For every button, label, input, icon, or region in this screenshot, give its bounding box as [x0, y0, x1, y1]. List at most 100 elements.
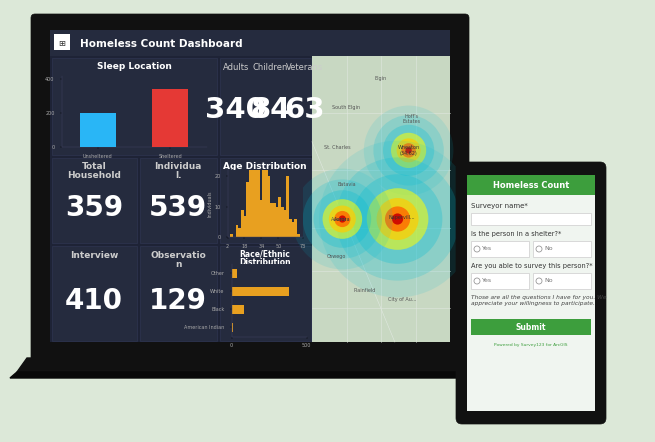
Text: Submit: Submit	[515, 323, 546, 332]
Text: Plainfield: Plainfield	[353, 288, 375, 293]
Text: Is the person in a shelter?*: Is the person in a shelter?*	[471, 231, 561, 237]
Text: Yes: Yes	[482, 278, 492, 283]
Bar	[152, 89, 189, 147]
Circle shape	[339, 215, 346, 223]
Circle shape	[383, 125, 434, 176]
Text: Total: Total	[82, 162, 106, 171]
Y-axis label: Individuals: Individuals	[208, 190, 213, 217]
Text: Yes: Yes	[482, 247, 492, 251]
Text: Powered by Survey123 for ArcGIS: Powered by Survey123 for ArcGIS	[495, 343, 568, 347]
Text: City of Au...: City of Au...	[388, 297, 416, 301]
Bar	[50, 30, 450, 342]
Text: 410: 410	[65, 287, 123, 316]
Bar	[52, 246, 136, 340]
Text: 340: 340	[206, 96, 267, 124]
Circle shape	[391, 133, 426, 168]
Circle shape	[329, 206, 356, 232]
Text: Oswego: Oswego	[327, 254, 346, 259]
Circle shape	[353, 174, 442, 264]
Text: Aurora: Aurora	[331, 217, 348, 221]
Bar	[268, 176, 271, 237]
Bar	[262, 139, 265, 237]
Bar	[140, 158, 217, 243]
Circle shape	[373, 115, 444, 186]
Bar	[265, 145, 268, 237]
Text: Sleep Location: Sleep Location	[96, 62, 172, 71]
Bar	[50, 30, 450, 56]
Text: l.: l.	[175, 171, 181, 180]
Text: Adults: Adults	[223, 63, 249, 72]
Text: ⊞: ⊞	[58, 38, 66, 47]
Bar	[291, 222, 295, 237]
Bar	[471, 319, 591, 335]
Bar	[236, 225, 238, 237]
Polygon shape	[10, 372, 490, 378]
Text: Children: Children	[253, 63, 288, 72]
FancyBboxPatch shape	[31, 14, 469, 362]
Text: Wheaton
(34,62): Wheaton (34,62)	[398, 145, 420, 156]
Circle shape	[292, 168, 393, 270]
Bar	[295, 219, 297, 237]
Text: Those are all the questions I have for you. We
appreciate your willingness to pa: Those are all the questions I have for y…	[471, 295, 607, 306]
Bar	[276, 206, 278, 237]
Bar	[259, 200, 262, 237]
Circle shape	[392, 213, 403, 225]
Bar	[467, 175, 595, 411]
Bar	[281, 206, 284, 237]
Text: 129: 129	[149, 287, 207, 316]
FancyBboxPatch shape	[456, 162, 606, 424]
Bar	[219, 57, 310, 155]
Bar	[246, 182, 249, 237]
Text: Distribution: Distribution	[239, 258, 291, 267]
Bar	[533, 273, 591, 289]
Bar	[252, 151, 254, 237]
Circle shape	[334, 211, 350, 227]
Text: Napervill...: Napervill...	[388, 214, 415, 220]
Bar	[52, 158, 136, 243]
Circle shape	[402, 143, 416, 158]
Text: Are you able to survey this person?*: Are you able to survey this person?*	[471, 263, 593, 269]
Bar	[278, 197, 281, 237]
Bar	[284, 210, 286, 237]
Circle shape	[319, 141, 476, 297]
Bar	[80, 113, 116, 147]
Bar	[471, 213, 591, 225]
Circle shape	[364, 106, 453, 195]
Bar	[257, 160, 259, 237]
Text: Homeless Count: Homeless Count	[493, 180, 569, 190]
Bar	[254, 157, 257, 237]
Bar	[271, 203, 273, 237]
Text: Hoff's
Estates: Hoff's Estates	[402, 114, 421, 124]
Circle shape	[405, 147, 412, 153]
Bar	[249, 170, 252, 237]
Bar	[219, 246, 310, 340]
Bar	[471, 241, 529, 257]
Circle shape	[385, 206, 410, 232]
Circle shape	[396, 138, 421, 162]
Bar	[471, 273, 529, 289]
Bar	[533, 241, 591, 257]
Bar	[230, 234, 233, 237]
Text: Household: Household	[67, 171, 121, 180]
Text: St. Charles: St. Charles	[324, 145, 350, 150]
Text: 359: 359	[65, 194, 123, 222]
Text: 84: 84	[250, 96, 291, 124]
Bar	[297, 234, 300, 237]
Text: Batavia: Batavia	[337, 182, 356, 187]
Bar	[241, 210, 244, 237]
Bar	[289, 219, 291, 237]
Text: Aurora: Aurora	[334, 217, 350, 221]
Text: Observatio: Observatio	[150, 251, 206, 260]
Text: Elgin: Elgin	[375, 76, 387, 81]
Text: n: n	[175, 260, 181, 269]
Text: Surveyor name*: Surveyor name*	[471, 203, 528, 209]
Circle shape	[336, 157, 459, 281]
Bar	[219, 158, 310, 243]
Bar	[54, 34, 70, 50]
Bar	[238, 228, 241, 237]
Bar	[467, 175, 595, 195]
Circle shape	[322, 199, 362, 239]
Polygon shape	[17, 358, 483, 372]
Bar	[273, 203, 276, 237]
Text: Veterans: Veterans	[286, 63, 324, 72]
